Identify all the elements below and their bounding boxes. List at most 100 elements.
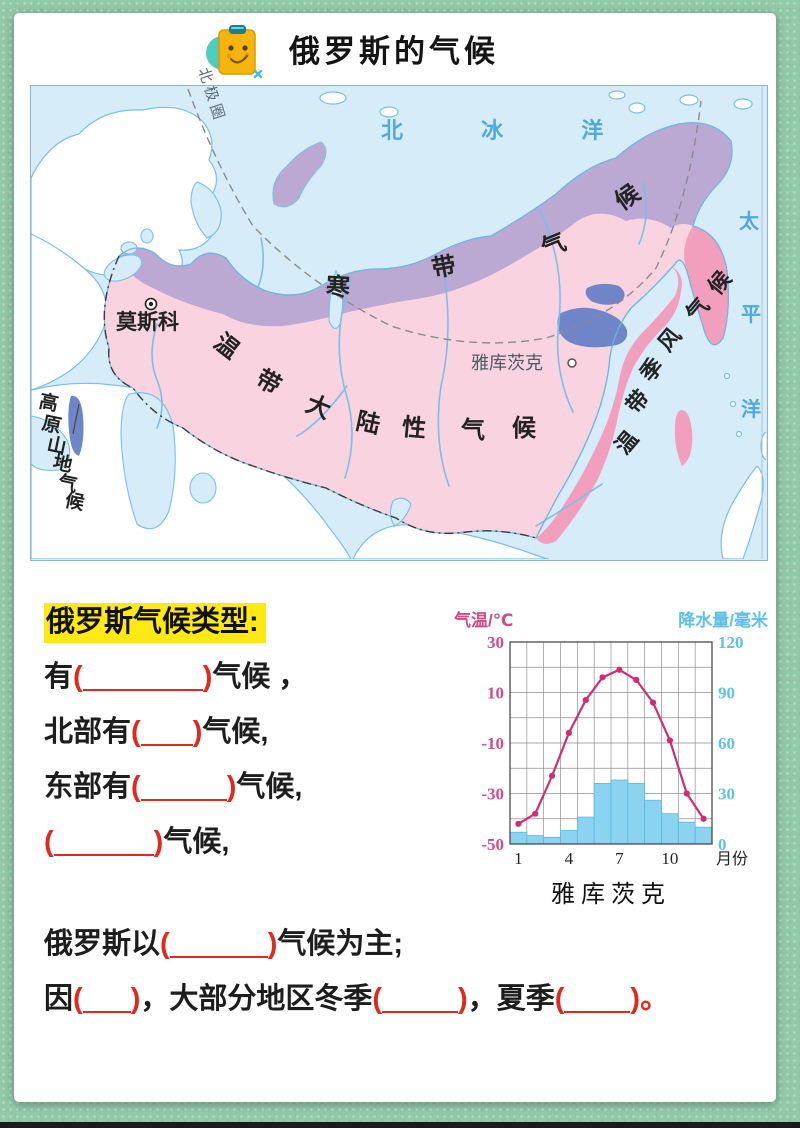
map-label-arctic-ocean: 北 冰 洋: [381, 118, 640, 143]
temp-point-month-7: [616, 666, 623, 673]
blank-paren-open: (: [44, 826, 54, 858]
fill-text: 因: [44, 983, 74, 1015]
left-axis-title: 气温/℃: [453, 610, 513, 630]
map-canvas: [31, 86, 766, 559]
blank-paren-close: ): [630, 983, 641, 1015]
temp-point-month-1: [515, 820, 522, 827]
map-label-continental-char-7: 候: [512, 415, 536, 442]
chart-title: 雅库茨克: [551, 881, 671, 908]
map-label-continental-char-5: 性: [400, 414, 428, 443]
left-tick: 10: [487, 684, 504, 703]
right-tick: 30: [718, 785, 735, 804]
temp-point-month-8: [633, 676, 640, 683]
blank-paren-open: (: [131, 771, 141, 803]
fill-line-6: 因()，大部分地区冬季()，夏季()。: [44, 982, 669, 1017]
map-label-monsoon-char-3: 季: [634, 353, 669, 387]
map-label-continental-char-4: 陆: [353, 407, 383, 440]
fill-text: 东部有: [44, 771, 132, 803]
map-label-polar-char-3: 气: [537, 228, 570, 263]
precip-bar-month-1: [509, 831, 528, 845]
moscow-marker: [144, 297, 158, 311]
novaya-zemlya-island: [272, 141, 327, 208]
fill-line-5: 俄罗斯以()气候为主;: [44, 927, 403, 962]
map-label-polar-char-1: 寒: [325, 273, 351, 302]
fill-text: 气候,: [236, 771, 303, 803]
blank-paren-close: ): [130, 983, 141, 1015]
blank-paren-open: (: [160, 928, 170, 960]
arctic-circle-line: [187, 88, 702, 344]
precip-bar-month-5: [576, 816, 595, 845]
section-heading: 俄罗斯气候类型:: [44, 603, 266, 644]
blank-field[interactable]: [82, 660, 203, 691]
temperature-line: [517, 668, 705, 825]
precip-bar-month-6: [593, 782, 612, 845]
fill-line-2: 北部有()气候,: [44, 715, 268, 750]
blank-paren-close: ): [458, 983, 468, 1015]
x-tick: 10: [661, 849, 678, 868]
map-label-monsoon-char-5: 气: [680, 293, 715, 327]
fill-text: ，夏季: [467, 983, 555, 1015]
temp-point-month-2: [532, 810, 539, 817]
russia-border-line: [103, 255, 537, 539]
blank-paren-close: ): [153, 826, 164, 858]
blank-field[interactable]: [82, 982, 131, 1013]
region-temperate-monsoon: [536, 226, 729, 544]
inland-seas: [31, 181, 412, 530]
precip-bar-month-10: [661, 813, 679, 845]
temp-point-month-9: [649, 699, 657, 706]
temp-point-month-3: [548, 772, 556, 779]
precip-bar-month-9: [644, 799, 662, 845]
fill-text: 气候,: [202, 716, 269, 748]
map-label-plateau-char-6: 候: [63, 490, 86, 515]
map-label-monsoon-char-1: 温: [609, 426, 644, 460]
precip-bar-month-8: [627, 782, 646, 845]
blank-paren-open: (: [554, 983, 565, 1015]
region-polar-climate: [119, 122, 732, 327]
map-label-monsoon-char-4: 风: [652, 323, 687, 357]
fill-text: 有: [44, 661, 74, 693]
blank-field[interactable]: [382, 982, 459, 1013]
precip-bar-month-7: [610, 779, 629, 845]
map-labels-layer: 北极圈北 冰 洋寒带气候莫斯科温带大陆性气候雅库茨克温带季风气候高原山地气候太平…: [31, 66, 767, 560]
blank-field[interactable]: [169, 927, 268, 958]
precip-bar-month-11: [677, 821, 696, 845]
blank-field[interactable]: [564, 982, 631, 1013]
right-tick: 120: [718, 633, 744, 652]
fill-line-4: ()气候,: [44, 825, 229, 860]
fill-line-3: 东部有()气候,: [44, 770, 302, 805]
precip-bar-month-4: [560, 830, 578, 845]
blank-paren-open: (: [372, 983, 383, 1015]
right-tick: 0: [718, 835, 727, 854]
blank-paren-close: ): [192, 716, 203, 748]
yakutsk-marker: [567, 358, 577, 368]
left-tick: -30: [481, 785, 504, 804]
fill-text: 气候 ，: [212, 661, 308, 693]
fill-text: 气候,: [163, 826, 230, 858]
blank-field[interactable]: [140, 715, 193, 746]
map-label-pacific-char-2: 平: [741, 304, 761, 326]
russia-climate-map: 北极圈北 冰 洋寒带气候莫斯科温带大陆性气候雅库茨克温带季风气候高原山地气候太平…: [30, 66, 768, 561]
fill-text: 北部有: [44, 716, 132, 748]
temp-point-month-5: [582, 696, 589, 704]
page-title: 俄罗斯的气候: [289, 34, 499, 69]
temp-point-month-10: [666, 737, 674, 744]
blank-field[interactable]: [140, 770, 227, 801]
plot-border: [509, 641, 713, 845]
russia-coastline: [118, 122, 733, 539]
region-highland-climate: [68, 283, 628, 456]
blank-field[interactable]: [53, 825, 154, 856]
map-label-monsoon-char-6: 候: [702, 266, 737, 300]
blank-paren-open: (: [73, 983, 83, 1015]
blank-paren-close: ): [226, 771, 237, 803]
x-tick: 4: [565, 849, 574, 868]
map-label-moscow: 莫斯科: [116, 311, 179, 334]
fill-text: 。: [640, 983, 670, 1015]
left-tick: -10: [481, 734, 504, 753]
map-label-continental-char-1: 温: [208, 328, 245, 365]
precip-bar-month-12: [694, 826, 713, 845]
map-label-pacific-char-1: 太: [739, 211, 759, 233]
fill-text: 俄罗斯以: [44, 928, 161, 960]
map-label-pacific-char-3: 洋: [741, 399, 761, 421]
map-label-polar-char-2: 带: [429, 252, 459, 283]
